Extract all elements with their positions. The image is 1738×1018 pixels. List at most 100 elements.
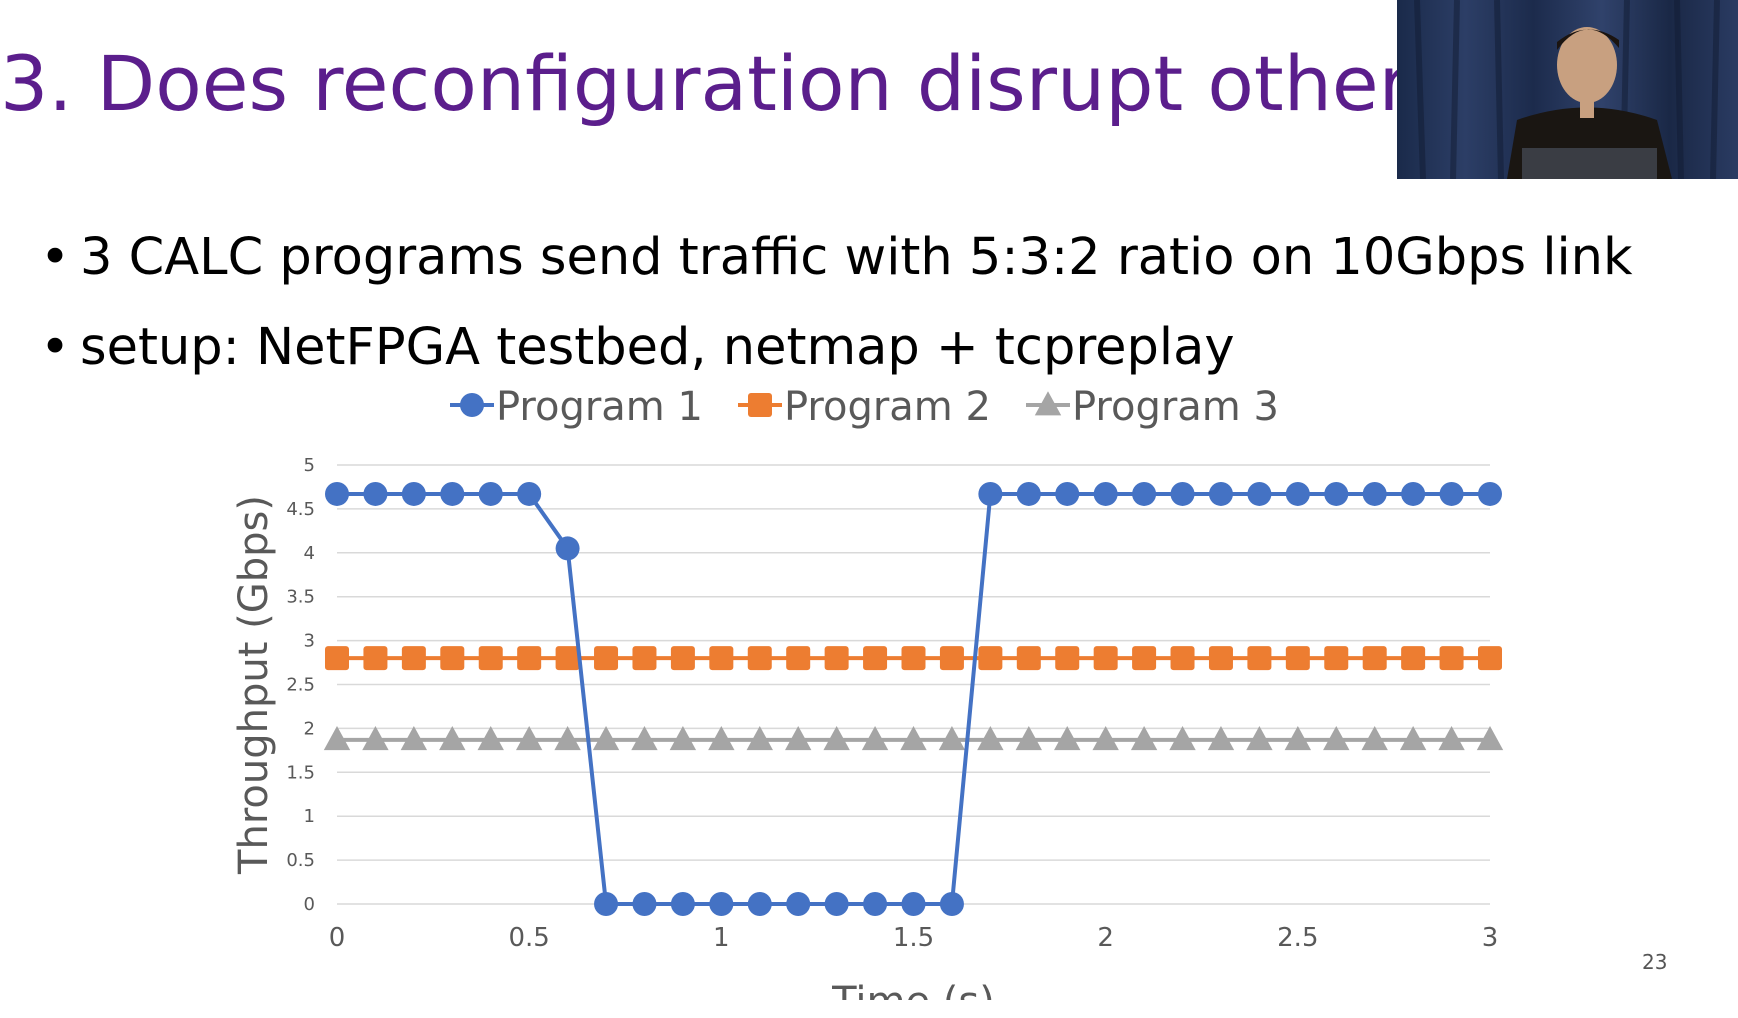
data-point xyxy=(978,481,1003,506)
x-tick-label: 0.5 xyxy=(508,923,549,953)
data-point xyxy=(362,726,389,751)
data-point xyxy=(823,726,850,751)
data-point xyxy=(439,726,466,751)
data-point xyxy=(1207,726,1235,751)
data-point xyxy=(670,646,695,671)
data-point xyxy=(900,726,927,751)
data-point xyxy=(1208,646,1233,671)
data-point xyxy=(824,646,849,671)
data-point xyxy=(1132,646,1157,671)
data-point xyxy=(325,646,349,671)
data-point xyxy=(978,646,1003,671)
data-point xyxy=(1439,646,1464,671)
data-point xyxy=(1247,481,1272,506)
data-point xyxy=(1055,646,1080,671)
x-tick-label: 3 xyxy=(1482,923,1499,953)
data-point xyxy=(440,646,465,671)
presenter-video-icon xyxy=(1397,0,1738,179)
data-point xyxy=(1016,646,1041,671)
data-point xyxy=(594,646,619,671)
data-point xyxy=(594,892,619,916)
slide-number: 23 xyxy=(1642,950,1668,974)
data-point xyxy=(1401,646,1426,671)
data-point xyxy=(747,892,772,916)
data-point xyxy=(1092,726,1119,751)
x-tick-label: 2 xyxy=(1097,923,1114,953)
data-point xyxy=(861,726,889,751)
data-point xyxy=(323,726,351,751)
data-point xyxy=(631,726,658,751)
data-point xyxy=(670,892,695,916)
data-point xyxy=(901,892,926,916)
y-tick-label: 4.5 xyxy=(286,499,315,520)
data-point xyxy=(863,892,888,916)
data-point xyxy=(363,646,388,671)
data-point xyxy=(1362,646,1387,671)
data-point xyxy=(1284,726,1312,751)
data-point xyxy=(555,646,580,671)
series-line xyxy=(337,491,1490,906)
data-point xyxy=(901,646,926,671)
series-3 xyxy=(323,726,1504,751)
line-chart: 0 0.5 1 1.5 2 2.5 3 3.5 4 4.5 5 0 0.5 1 1.5 2 2.5 3 Time (… xyxy=(231,384,1504,1018)
y-axis-label: Throughput (Gbps) xyxy=(231,495,277,875)
x-tick-label: 0 xyxy=(329,923,346,953)
data-point xyxy=(786,646,811,671)
y-tick-label: 3 xyxy=(304,631,315,652)
legend-marker xyxy=(748,393,772,417)
data-point xyxy=(1478,481,1502,506)
data-point xyxy=(478,646,503,671)
data-point xyxy=(477,726,504,751)
data-point xyxy=(363,481,388,506)
data-point xyxy=(515,726,543,751)
data-point xyxy=(1478,646,1502,671)
data-point xyxy=(325,481,349,506)
y-tick-label: 2.5 xyxy=(286,675,315,696)
data-point xyxy=(977,726,1004,751)
data-point xyxy=(1208,481,1233,506)
data-point xyxy=(824,892,849,916)
data-point xyxy=(478,481,503,506)
data-point xyxy=(1323,726,1350,751)
throughput-chart: 0 0.5 1 1.5 2 2.5 3 3.5 4 4.5 5 0 0.5 1 1.5 2 2.5 3 Time (… xyxy=(0,380,1738,1018)
legend-marker xyxy=(1034,391,1062,416)
data-point xyxy=(1093,481,1118,506)
data-point xyxy=(1438,726,1465,751)
x-tick-label: 1 xyxy=(713,923,730,953)
data-point xyxy=(632,892,657,916)
legend-label: Program 3 xyxy=(1072,384,1279,430)
data-point xyxy=(401,646,426,671)
data-point xyxy=(401,481,426,506)
data-point xyxy=(1362,481,1387,506)
data-point xyxy=(400,726,428,751)
data-point xyxy=(1130,726,1158,751)
y-tick-label: 2 xyxy=(304,718,315,739)
data-point xyxy=(1439,481,1464,506)
bullet-icon: • xyxy=(40,318,71,377)
data-point xyxy=(440,481,465,506)
data-point xyxy=(747,646,772,671)
bullet-item: • setup: NetFPGA testbed, netmap + tcprep… xyxy=(40,318,1235,377)
data-point xyxy=(1016,481,1041,506)
data-point xyxy=(1054,726,1081,751)
legend-label: Program 2 xyxy=(784,384,991,430)
data-point xyxy=(1132,481,1157,506)
data-point xyxy=(1361,726,1388,751)
data-point xyxy=(592,726,620,751)
data-point xyxy=(1246,726,1273,751)
data-point xyxy=(1324,646,1349,671)
legend-marker xyxy=(460,393,484,417)
y-tick-label: 0.5 xyxy=(286,850,315,871)
data-point xyxy=(1170,481,1195,506)
y-tick-label: 5 xyxy=(304,455,315,476)
x-tick-label: 2.5 xyxy=(1277,923,1318,953)
data-point xyxy=(1285,646,1310,671)
legend-item: Program 2 xyxy=(738,384,991,430)
data-point xyxy=(709,646,734,671)
data-point xyxy=(1285,481,1310,506)
y-tick-label: 0 xyxy=(304,894,315,915)
data-point xyxy=(863,646,888,671)
slide-title: 3. Does reconfiguration disrupt other pr xyxy=(0,39,1514,128)
legend-item: Program 1 xyxy=(450,384,703,430)
series-1 xyxy=(325,481,1502,916)
